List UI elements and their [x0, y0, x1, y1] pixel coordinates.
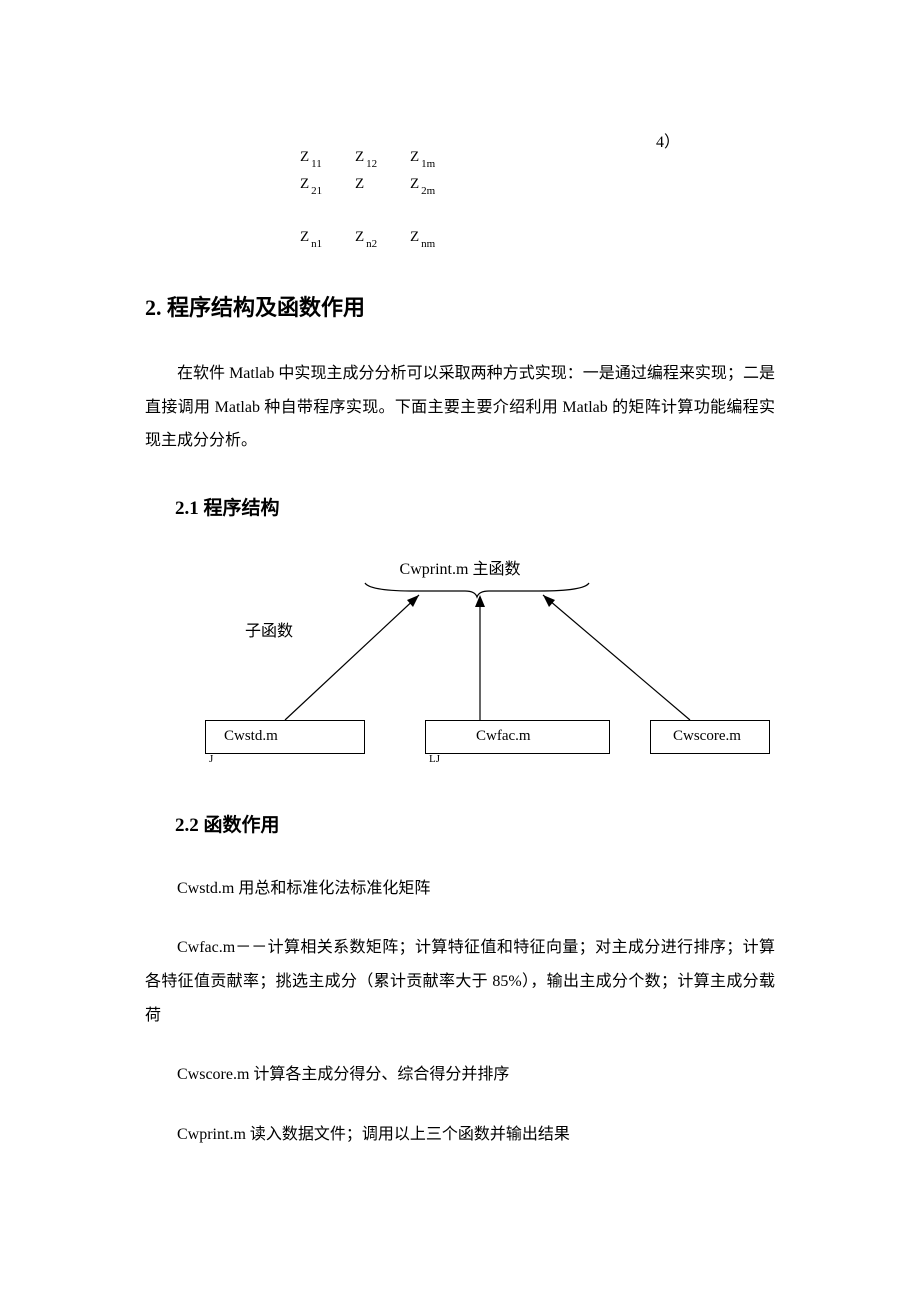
artifact-j: J	[209, 753, 213, 765]
paragraph-cwstd: Cwstd.m 用总和标准化法标准化矩阵	[145, 872, 775, 906]
matrix-cell: Z1m	[410, 150, 490, 165]
matrix-cell: Zn2	[355, 230, 410, 245]
diagram-box-cwfac: Cwfac.m	[425, 720, 610, 754]
matrix-cell: Z12	[355, 150, 410, 165]
artifact-lj: LJ	[429, 753, 440, 765]
paragraph-cwfac: Cwfac.m－－计算相关系数矩阵；计算特征值和特征向量；对主成分进行排序；计算…	[145, 931, 775, 1032]
program-structure-diagram: Cwprint.m 主函数 子函数 Cwstd.m Cwfac.m Cwscor…	[145, 555, 775, 775]
paragraph-cwscore: Cwscore.m 计算各主成分得分、综合得分并排序	[145, 1058, 775, 1092]
diagram-main-label: Cwprint.m 主函数	[400, 555, 521, 579]
paragraph-cwprint: Cwprint.m 读入数据文件；调用以上三个函数并输出结果	[145, 1118, 775, 1152]
diagram-box-cwstd: Cwstd.m	[205, 720, 365, 754]
diagram-box-cwscore: Cwscore.m	[650, 720, 770, 754]
paragraph-intro: 在软件 Matlab 中实现主成分分析可以采取两种方式实现：一是通过编程来实现；…	[145, 357, 775, 458]
matrix-cell: Z21	[300, 177, 355, 192]
matrix-cell: Z2m	[410, 177, 490, 192]
matrix-cell: Znm	[410, 230, 490, 245]
matrix-cell: Z11	[300, 150, 355, 165]
heading-2-2: 2.2 函数作用	[145, 810, 775, 837]
matrix-z: Z11 Z12 Z1m Z21 Z Z2m Zn1 Zn2 Znm	[300, 150, 490, 257]
heading-2-1: 2.1 程序结构	[145, 493, 775, 520]
equation-number: 4）	[656, 128, 680, 152]
matrix-cell: Zn1	[300, 230, 355, 245]
matrix-cell: Z	[355, 177, 410, 192]
heading-2: 2. 程序结构及函数作用	[145, 290, 775, 322]
